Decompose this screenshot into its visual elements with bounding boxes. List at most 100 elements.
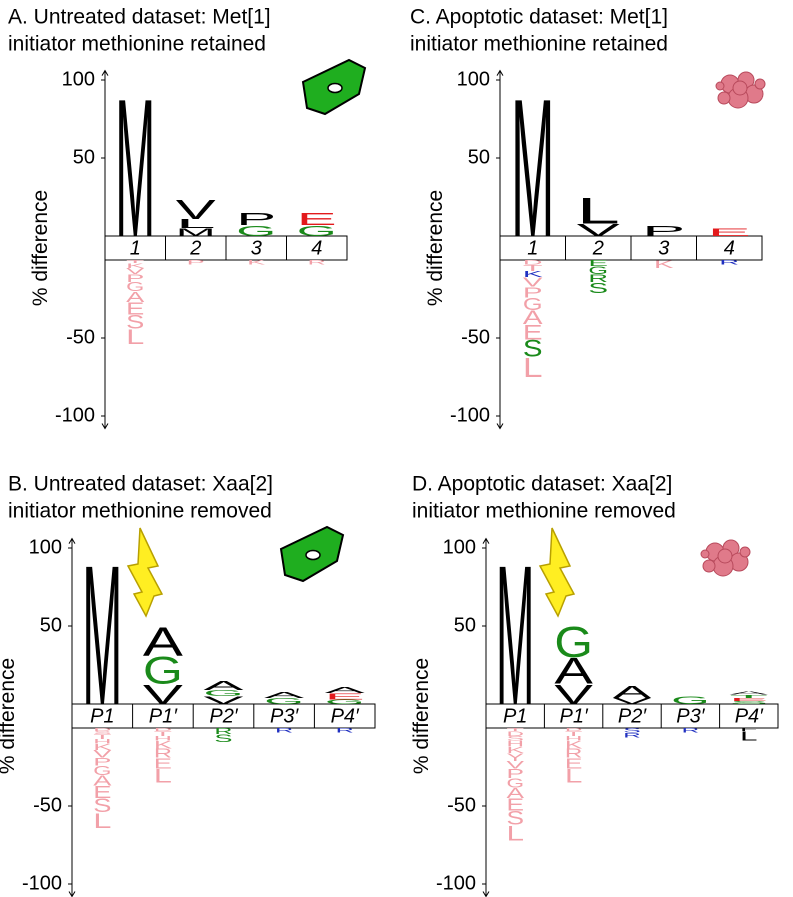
y-tick-label: -100 (436, 872, 476, 894)
logo-letter: G (236, 222, 276, 239)
y-tick-label: 100 (443, 536, 476, 558)
logo-letter: Y (506, 751, 524, 763)
logo-letter: R (719, 259, 739, 266)
panel-title: A. Untreated dataset: Met[1] (8, 6, 271, 29)
logo-letter: A (613, 682, 652, 701)
logo-letter: R (154, 746, 172, 761)
y-tick-label: 100 (62, 68, 95, 90)
logo-letter: L (176, 217, 216, 232)
y-tick-label: -50 (447, 794, 476, 816)
logo-letter: E (325, 692, 365, 702)
y-axis-label: % difference (424, 190, 447, 306)
logo-letter: S (506, 735, 524, 742)
position-label: 3 (658, 237, 669, 259)
position-label: P3′ (270, 705, 299, 727)
logo-letter: E (506, 795, 524, 814)
position-label: 2 (592, 237, 604, 259)
logo-letter: S (126, 311, 144, 333)
y-axis-label: % difference (0, 658, 19, 774)
logo-letter: G (264, 696, 304, 706)
logo-letter: A (93, 772, 111, 789)
cell-icon (279, 525, 345, 583)
logo-letter: R (336, 727, 354, 734)
panel-title: initiator methionine removed (8, 500, 272, 523)
position-label: 3 (251, 237, 262, 259)
y-tick-label: 50 (73, 146, 95, 168)
axis-arrow (101, 423, 109, 430)
logo-letter: K (523, 269, 543, 279)
logo-letter: S (523, 335, 543, 362)
axis-arrow (482, 891, 490, 897)
logo-letter: E (588, 259, 608, 269)
logo-letter: H (506, 739, 524, 749)
logo-letter: M (176, 226, 216, 238)
logo-letter: V (176, 193, 216, 225)
logo-letter: T (126, 259, 144, 264)
logo-letter: V (613, 696, 652, 706)
apoptotic-icon (700, 539, 751, 577)
y-axis-label: % difference (29, 190, 52, 306)
logo-letter: T (154, 730, 172, 737)
logo-letter: T (565, 730, 583, 737)
position-label: P1 (503, 705, 527, 727)
logo-letter: G (588, 264, 608, 276)
axis-arrow (496, 69, 504, 76)
logo-letter: M (82, 525, 122, 747)
logo-letter: E (565, 755, 583, 772)
logo-letter: L (506, 821, 524, 845)
logo-letter: G (523, 294, 543, 313)
logo-letter: K (126, 262, 144, 269)
logo-letter: T (93, 733, 111, 740)
position-label: P3′ (676, 705, 705, 727)
panel-title: initiator methionine removed (412, 500, 676, 523)
logo-letter: A (325, 685, 366, 695)
logo-letter: H (565, 735, 583, 742)
logo-letter: L (126, 325, 144, 349)
y-tick-label: 50 (454, 614, 476, 636)
logo-letter: S (506, 807, 524, 829)
panel-title: initiator methionine retained (8, 33, 266, 56)
logo-letter: V (204, 694, 244, 706)
logo-letter: V (577, 221, 620, 240)
logo-letter: G (554, 618, 593, 666)
position-label: 2 (189, 237, 201, 259)
logo-letter: R (308, 259, 326, 266)
logo-letter: E (126, 299, 144, 318)
logo-letter: V (523, 275, 543, 290)
logo-letter: G (506, 776, 524, 791)
logo-letter: L (93, 809, 111, 833)
y-tick-label: 50 (40, 614, 62, 636)
logo-letter: A (506, 785, 524, 802)
logo-letter: A (264, 690, 305, 700)
logo-letter: T (506, 727, 524, 732)
logo-letter: L (523, 351, 543, 383)
logo-letter: K (154, 739, 172, 751)
logo-letter: E (154, 755, 172, 772)
logo-letter: R (682, 727, 700, 734)
logo-letter: A (554, 650, 593, 691)
logo-letter: H (93, 738, 111, 745)
logo-letter: K (565, 739, 583, 751)
logo-letter: A (126, 289, 144, 306)
axis-arrow (101, 69, 109, 76)
y-tick-label: -100 (22, 872, 62, 894)
logo-letter: S (730, 700, 769, 705)
logo-letter: V (143, 678, 183, 710)
logo-letter: D (506, 730, 524, 737)
lightning (538, 527, 576, 618)
logo-letter: D (565, 727, 583, 732)
logo-letter: M (115, 58, 155, 279)
logo-letter: P (187, 259, 205, 266)
logo-letter: L (740, 729, 758, 744)
position-label: 4 (311, 237, 322, 259)
logo-letter: G (93, 763, 111, 778)
logo-letter: T (730, 694, 769, 699)
logo-letter: M (511, 58, 554, 279)
logo-letter: P (126, 272, 144, 284)
logo-letter: S (214, 732, 232, 744)
y-tick-label: -50 (66, 326, 95, 348)
logo-letter: E (523, 320, 543, 344)
logo-letter: L (577, 190, 620, 231)
position-label: 1 (527, 237, 538, 259)
axis-arrow (68, 891, 76, 897)
